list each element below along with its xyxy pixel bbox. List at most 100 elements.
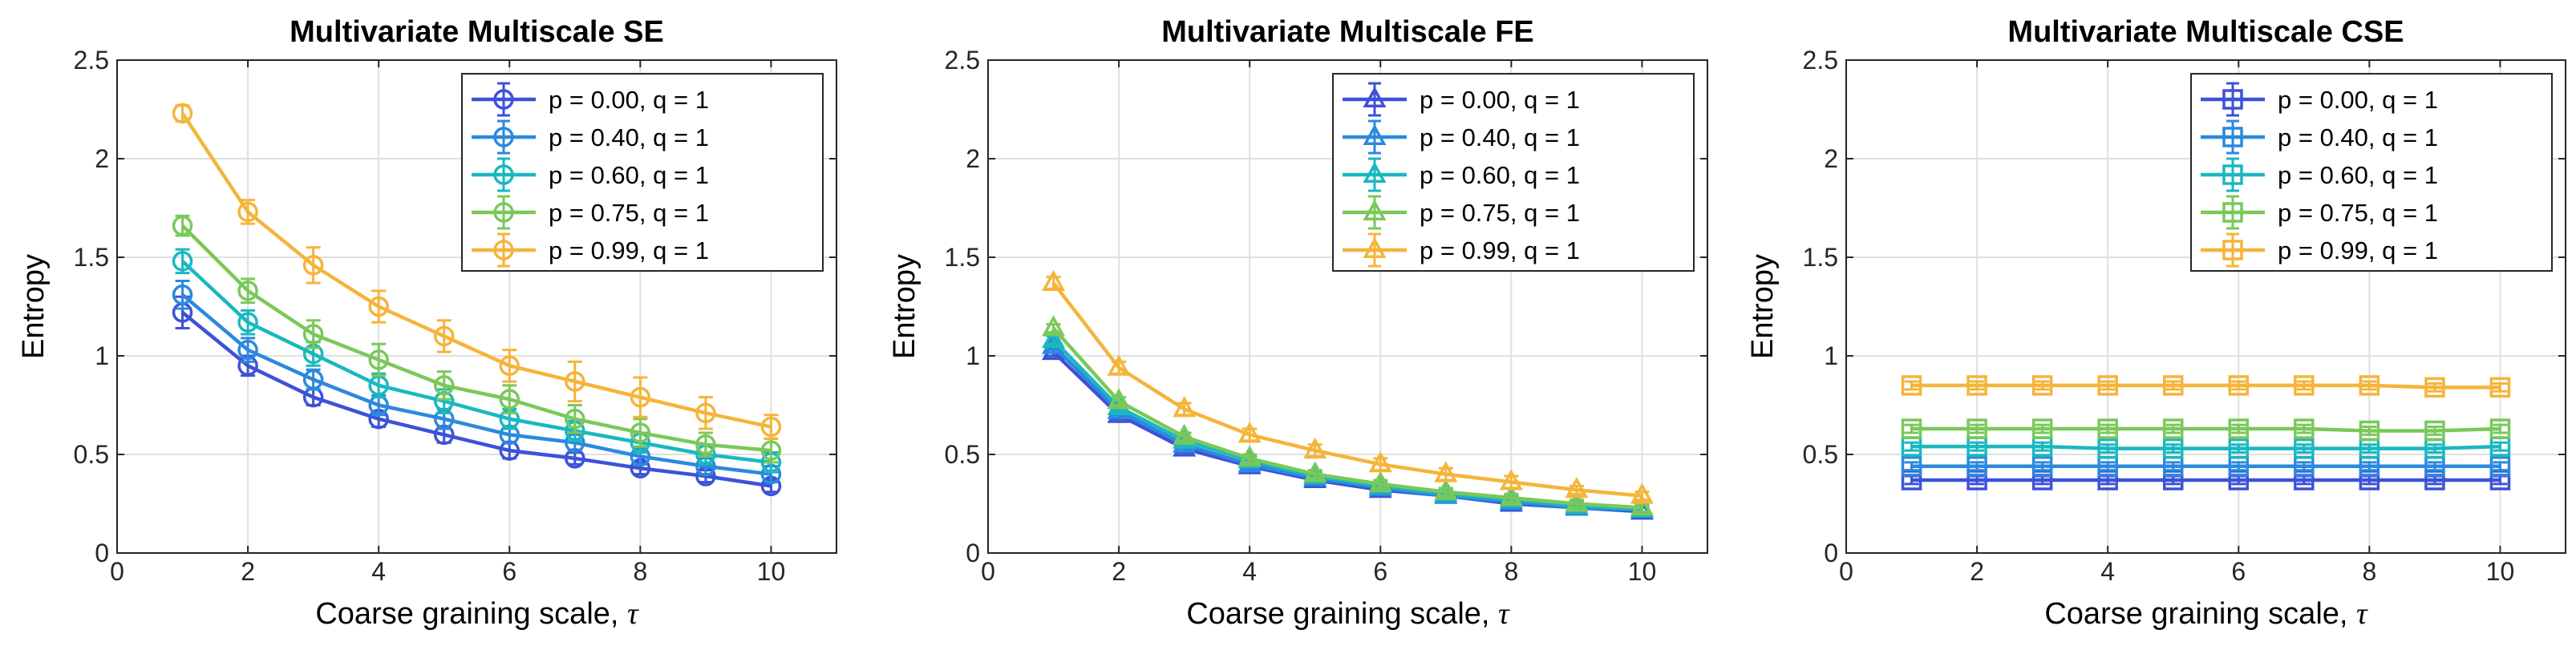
data-point	[1565, 477, 1589, 499]
legend-marker	[2222, 202, 2243, 223]
y-tick-label: 0.5	[74, 440, 109, 469]
legend-item: p = 0.00, q = 1	[472, 82, 709, 117]
x-axis-label: Coarse graining scale, τ	[1186, 597, 1510, 631]
data-point	[1434, 478, 1458, 500]
x-axis-label-text: Coarse graining scale,	[1186, 597, 1498, 631]
series-line	[180, 224, 772, 453]
data-point	[1434, 461, 1458, 482]
series-line	[181, 260, 772, 465]
legend-marker	[2222, 127, 2243, 147]
legend-item: p = 0.00, q = 1	[2201, 82, 2438, 117]
legend-label: p = 0.75, q = 1	[1420, 199, 1580, 227]
data-point	[2031, 375, 2053, 396]
legend-item: p = 0.99, q = 1	[472, 232, 709, 268]
data-point	[1630, 482, 1654, 504]
data-point	[1368, 451, 1392, 473]
data-point	[172, 251, 193, 272]
legend-marker	[1363, 123, 1387, 145]
data-point	[630, 422, 651, 443]
x-axis-label: Coarse graining scale, τ	[2044, 597, 2368, 631]
data-point	[237, 312, 258, 333]
legend-label: p = 0.99, q = 1	[2278, 236, 2438, 264]
data-point	[499, 355, 520, 377]
legend-marker	[2222, 240, 2243, 260]
y-tick-label: 2	[966, 144, 980, 173]
data-point	[2162, 375, 2184, 396]
data-point	[1499, 469, 1523, 490]
legend-item: p = 0.60, q = 1	[2201, 157, 2438, 192]
series-line	[181, 311, 772, 488]
x-tick-label: 10	[757, 557, 786, 586]
y-tick-label: 0.5	[945, 440, 980, 469]
data-point	[1966, 418, 1987, 439]
x-axis-label-symbol: τ	[1498, 597, 1510, 631]
x-axis-label-symbol: τ	[627, 597, 639, 631]
data-point	[1042, 327, 1066, 349]
chart-panel-2: 0 2 4 6 8 10 0 0.5 1 1.5 2 2.5 Multivariate Multisca…	[888, 15, 1708, 631]
series-line	[180, 112, 772, 429]
y-tick-label: 2	[1824, 144, 1838, 173]
data-point	[760, 440, 782, 461]
y-tick-label: 1	[95, 341, 109, 370]
x-tick-label: 10	[1628, 557, 1657, 586]
data-point	[1303, 461, 1327, 482]
series-line	[1051, 345, 1642, 512]
legend-label: p = 0.00, q = 1	[2278, 86, 2438, 114]
y-tick-label: 0.5	[1803, 440, 1838, 469]
legend-label: p = 0.40, q = 1	[549, 123, 709, 151]
y-tick-label: 1	[1824, 341, 1838, 370]
x-tick-label: 2	[1970, 557, 1984, 586]
data-point	[2424, 420, 2445, 442]
legend-item: p = 0.75, q = 1	[2201, 195, 2438, 230]
data-point	[1042, 269, 1066, 291]
data-point	[1107, 354, 1131, 376]
x-axis-label: Coarse graining scale, τ	[315, 597, 639, 631]
data-point	[695, 402, 716, 424]
data-point	[1173, 423, 1197, 445]
data-point	[237, 201, 258, 223]
legend-box	[461, 73, 824, 272]
legend-marker	[493, 89, 514, 110]
legend-label: p = 0.99, q = 1	[549, 236, 709, 264]
data-point	[1107, 388, 1131, 410]
x-tick-label: 8	[1504, 557, 1518, 586]
legend-label: p = 0.40, q = 1	[1420, 123, 1580, 151]
x-tick-label: 0	[110, 557, 124, 586]
series-line	[1051, 281, 1642, 498]
data-point	[2294, 375, 2315, 396]
legend-marker	[1363, 236, 1387, 258]
legend-marker	[1363, 199, 1387, 220]
series-5	[1901, 375, 2511, 398]
data-point	[172, 103, 193, 124]
series-line	[1911, 444, 2501, 450]
legend-item: p = 0.60, q = 1	[472, 157, 709, 192]
data-point	[2162, 438, 2184, 459]
data-point	[2359, 375, 2380, 396]
x-tick-label: 0	[1839, 557, 1853, 586]
series-4	[1042, 315, 1654, 516]
data-point	[433, 325, 455, 347]
data-point	[1901, 375, 1922, 396]
x-axis-label-text: Coarse graining scale,	[315, 597, 627, 631]
legend-marker	[493, 240, 514, 260]
legend-marker	[493, 127, 514, 147]
data-point	[499, 389, 520, 410]
data-point	[2228, 418, 2250, 439]
series-line	[1051, 338, 1642, 512]
legend-label: p = 0.75, q = 1	[2278, 199, 2438, 227]
data-point	[2097, 375, 2118, 396]
data-point	[2359, 420, 2380, 442]
y-tick-label: 0	[1824, 539, 1838, 567]
data-point	[2489, 377, 2511, 398]
data-point	[760, 416, 782, 438]
series-5	[172, 103, 782, 440]
series-line	[181, 293, 772, 476]
series-line	[1911, 426, 2501, 433]
legend-item: p = 0.75, q = 1	[472, 195, 709, 230]
data-point	[1966, 375, 1987, 396]
legend-label: p = 0.00, q = 1	[549, 86, 709, 114]
y-axis-label: Entropy	[17, 254, 51, 359]
data-point	[433, 375, 455, 396]
x-tick-label: 6	[2231, 557, 2246, 586]
legend: p = 0.00, q = 1 p = 0.40, q = 1 p = 0.60, …	[461, 73, 824, 272]
